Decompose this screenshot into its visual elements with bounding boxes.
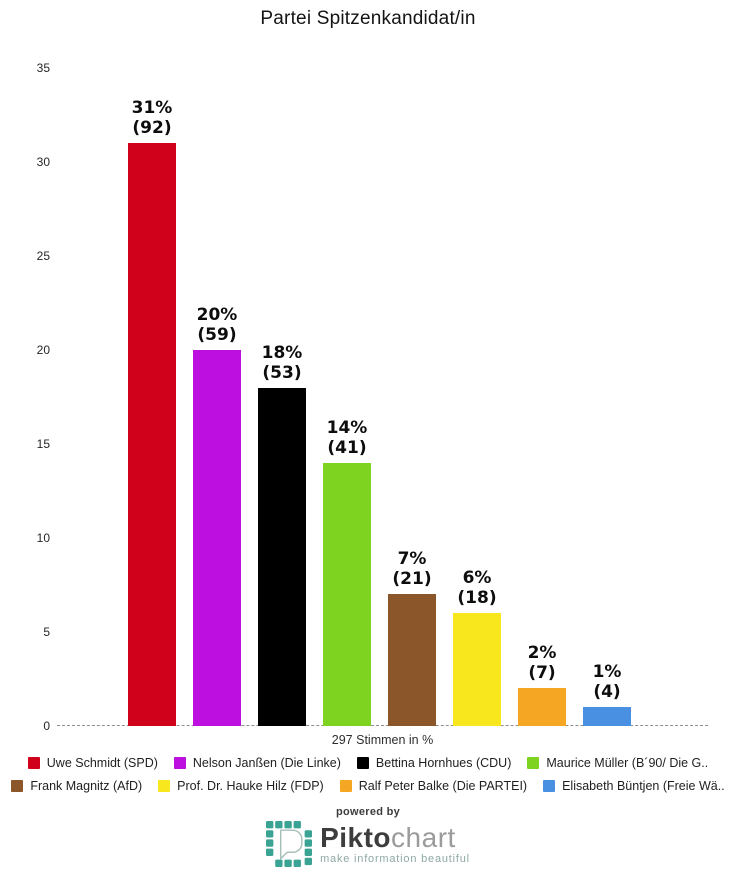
y-tick-label: 20 xyxy=(36,343,50,357)
bar-value-label: 20% (59) xyxy=(196,305,238,345)
legend-label: Prof. Dr. Hauke Hilz (FDP) xyxy=(177,778,324,793)
bar-value-label: 18% (53) xyxy=(261,343,303,383)
legend-swatch xyxy=(27,756,40,769)
legend-label: Maurice Müller (B´90/ Die G.. xyxy=(546,755,709,770)
y-tick-label: 30 xyxy=(36,155,50,169)
bar-6 xyxy=(453,613,501,726)
legend-item: Frank Magnitz (AfD) xyxy=(11,779,142,793)
y-tick-label: 10 xyxy=(36,531,50,545)
legend-label: Bettina Hornhues (CDU) xyxy=(375,755,512,770)
bar-value-label: 14% (41) xyxy=(326,418,368,458)
footer: powered by xyxy=(0,806,736,867)
bar-value-label: 2% (7) xyxy=(527,643,557,683)
legend-swatch xyxy=(527,756,540,769)
legend-item: Prof. Dr. Hauke Hilz (FDP) xyxy=(158,779,324,793)
bar-value-label: 7% (21) xyxy=(392,549,432,589)
legend-swatch xyxy=(356,756,369,769)
legend-item: Elisabeth Büntjen (Freie Wä.. xyxy=(543,779,725,793)
bar-value-label: 31% (92) xyxy=(131,98,173,138)
legend-swatch xyxy=(158,779,171,792)
zero-baseline xyxy=(57,725,708,726)
legend-row: Uwe Schmidt (SPD) Nelson Janßen (Die Link… xyxy=(0,751,736,774)
legend-label: Nelson Janßen (Die Linke) xyxy=(192,755,341,770)
legend-label: Elisabeth Büntjen (Freie Wä.. xyxy=(562,778,725,793)
powered-by-label: powered by xyxy=(335,806,401,818)
legend-label: Uwe Schmidt (SPD) xyxy=(46,755,158,770)
legend-item: Maurice Müller (B´90/ Die G.. xyxy=(527,756,708,770)
legend-item: Nelson Janßen (Die Linke) xyxy=(173,755,341,770)
legend-swatch xyxy=(339,779,352,792)
bar-4 xyxy=(323,463,371,726)
x-axis-label: 297 Stimmen in % xyxy=(331,733,434,747)
chart-title: Partei Spitzenkandidat/in xyxy=(260,8,476,29)
legend-item: Ralf Peter Balke (Die PARTEI) xyxy=(339,778,528,793)
brand-name-light: chart xyxy=(391,821,456,853)
bar-1 xyxy=(128,143,176,726)
y-tick-label: 35 xyxy=(36,61,50,75)
legend-label: Frank Magnitz (AfD) xyxy=(30,778,143,793)
legend-swatch xyxy=(173,756,186,769)
legend-item: Uwe Schmidt (SPD) xyxy=(27,755,158,770)
bar-2 xyxy=(193,350,241,726)
bar-5 xyxy=(388,594,436,726)
y-tick-label: 15 xyxy=(36,437,50,451)
bar-7 xyxy=(518,688,566,726)
bar-8 xyxy=(583,707,631,726)
y-tick-label: 25 xyxy=(36,249,50,263)
legend-row: Frank Magnitz (AfD) Prof. Dr. Hauke Hilz … xyxy=(0,774,736,797)
brand-tagline: make information beautiful xyxy=(320,852,470,865)
bar-value-label: 6% (18) xyxy=(457,568,497,608)
legend-swatch xyxy=(11,779,24,792)
bar-3 xyxy=(258,388,306,726)
legend-item: Bettina Hornhues (CDU) xyxy=(356,755,512,770)
legend-label: Ralf Peter Balke (Die PARTEI) xyxy=(358,778,528,793)
legend: Uwe Schmidt (SPD) Nelson Janßen (Die Link… xyxy=(0,751,736,797)
brand-name: Piktochart xyxy=(320,821,470,853)
legend-swatch xyxy=(543,779,556,792)
piktochart-logo-icon xyxy=(266,821,313,867)
piktochart-brand: Piktochart make information beautiful xyxy=(0,821,736,867)
brand-name-bold: Pikto xyxy=(320,821,392,853)
y-tick-label: 0 xyxy=(43,719,50,733)
y-tick-label: 5 xyxy=(43,625,50,639)
bar-value-label: 1% (4) xyxy=(592,662,622,702)
